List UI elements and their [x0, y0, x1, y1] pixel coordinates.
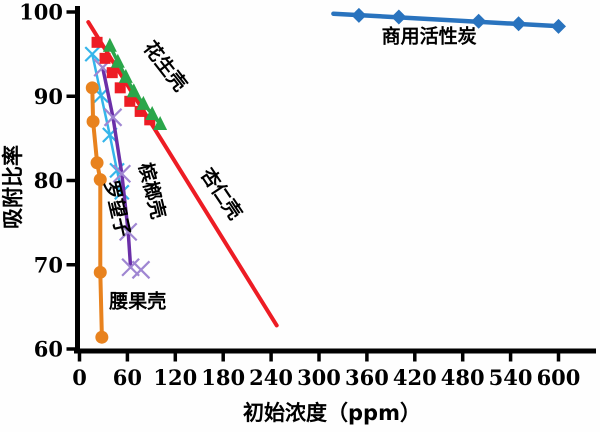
- x-tick-label: 120: [153, 365, 197, 390]
- series-label-text: 罗望子: [100, 178, 135, 239]
- x-tick-label: 420: [393, 365, 437, 390]
- x-tick-label: 60: [113, 365, 142, 390]
- x-tick-label: 180: [201, 365, 245, 390]
- series-label-text: 槟榔壳: [134, 160, 170, 221]
- series-label-罗望子: 罗望子: [100, 178, 135, 239]
- series-label-杏仁壳: 杏仁壳: [195, 163, 247, 224]
- series-label-text: 腰果壳: [108, 290, 166, 313]
- x-tick-label: 600: [537, 365, 581, 390]
- y-tick-label: 100: [19, 0, 63, 25]
- series-label-text: 商用活性炭: [382, 24, 477, 47]
- x-tick-label: 480: [441, 365, 485, 390]
- axes: 0 60 120 180 240 300 360 420 480 540 600 60 70 80 90 10…: [19, 0, 596, 390]
- series-label-商用活性炭: 商用活性炭: [382, 24, 477, 47]
- series-peanut-shell: [102, 37, 168, 131]
- x-tick-label: 540: [489, 365, 533, 390]
- y-tick-label: 60: [34, 337, 63, 362]
- series-label-槟榔壳: 槟榔壳: [134, 160, 170, 221]
- x-tick-label: 240: [249, 365, 293, 390]
- x-tick-label: 300: [297, 365, 341, 390]
- x-tick-label: 360: [345, 365, 389, 390]
- y-tick-label: 70: [34, 252, 63, 277]
- series-betel-nut-shell: [93, 58, 151, 280]
- series-cashew-shell: [85, 81, 109, 344]
- y-tick-label: 90: [34, 84, 63, 109]
- series-commercial-activated-carbon: [331, 7, 566, 34]
- x-axis-title: 初始浓度（ppm）: [243, 401, 421, 425]
- series-label-腰果壳: 腰果壳: [108, 290, 166, 313]
- x-tick-label: 0: [72, 365, 87, 390]
- y-tick-label: 80: [34, 168, 63, 193]
- series-label-text: 花生壳: [139, 37, 192, 96]
- series-label-text: 杏仁壳: [195, 163, 247, 224]
- y-axis-title: 吸附比率: [1, 145, 25, 229]
- series-label-花生壳: 花生壳: [139, 37, 192, 96]
